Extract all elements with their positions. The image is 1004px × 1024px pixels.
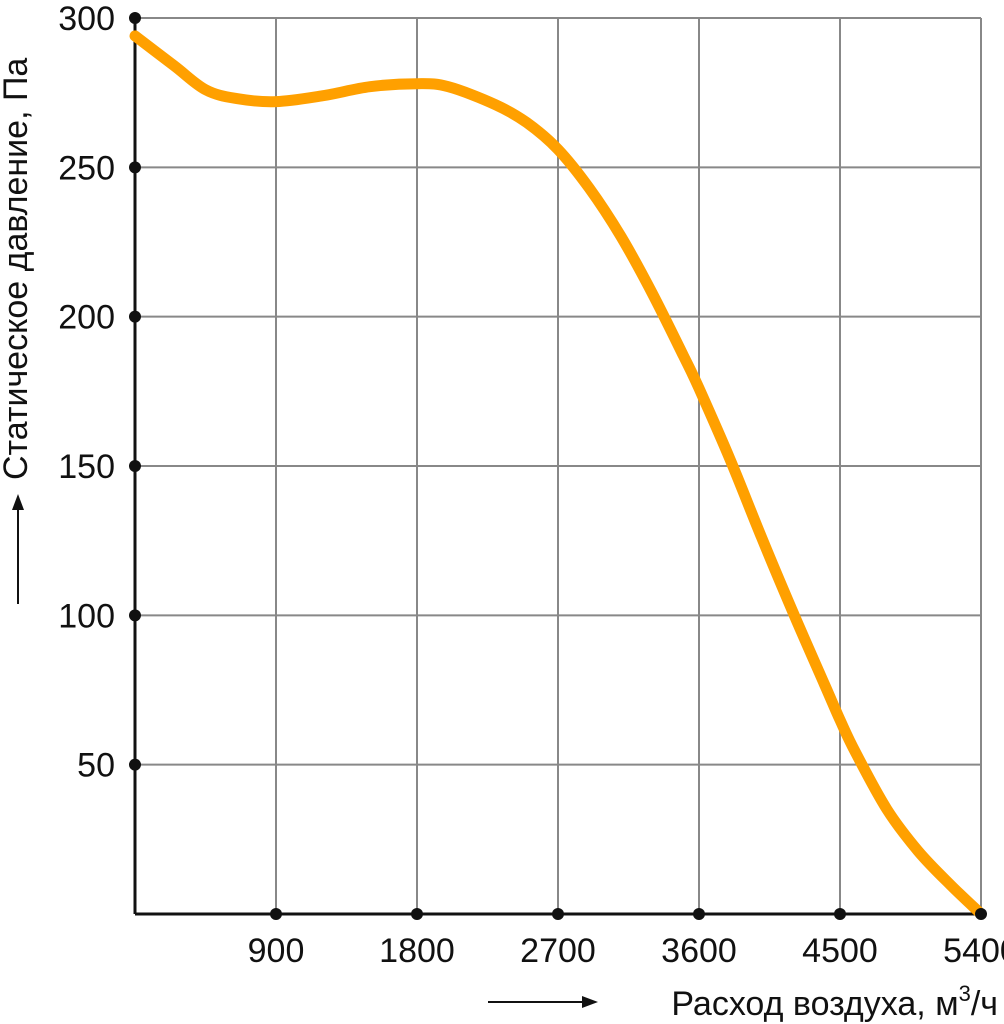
x-tick-dot-4: [834, 908, 846, 920]
curve-layer: [129, 30, 987, 920]
y-tick-dot-0: [129, 758, 141, 771]
x-axis-label-tail: /ч: [971, 985, 998, 1023]
y-axis-arrowhead: [12, 494, 24, 510]
x-tick-label-0: 900: [248, 932, 305, 970]
y-axis-label: Статическое давление, Па: [0, 58, 35, 480]
y-tick-dot-5: [129, 12, 141, 24]
y-tick-label-2: 150: [58, 448, 115, 486]
grid: [135, 17, 982, 914]
y-tick-dot-3: [129, 310, 141, 323]
x-axis-arrowhead: [582, 996, 598, 1008]
x-tick-dot-5: [975, 908, 987, 920]
x-axis-label-main: Расход воздуха, м: [671, 985, 958, 1023]
x-tick-label-5: 5400: [943, 932, 1004, 970]
y-tick-label-5: 300: [58, 0, 115, 38]
y-tick-dot-1: [129, 609, 141, 622]
x-tick-label-1: 1800: [379, 932, 455, 970]
y-tick-dot-2: [129, 460, 141, 472]
x-tick-dot-3: [693, 908, 705, 920]
series-line: [129, 30, 987, 920]
x-tick-label-2: 2700: [520, 932, 596, 970]
x-tick-label-3: 3600: [661, 932, 737, 970]
y-tick-label-0: 50: [77, 747, 115, 785]
x-tick-dot-0: [270, 908, 282, 920]
labels: Статическое давление, Па Расход воздуха,…: [0, 58, 998, 1023]
ticks: 900 1800 2700 3600 4500 5400 50 100 150 200 250 300: [58, 0, 1004, 970]
y-tick-label-3: 200: [58, 299, 115, 337]
x-tick-dot-2: [552, 908, 564, 920]
x-axis-label: Расход воздуха, м3/ч: [671, 981, 998, 1023]
y-tick-label-4: 250: [58, 149, 115, 187]
x-tick-dot-1: [411, 908, 423, 920]
y-tick-label-1: 100: [58, 597, 115, 635]
x-axis-label-sup: 3: [959, 981, 971, 1006]
x-tick-label-4: 4500: [802, 932, 878, 970]
y-tick-dot-4: [129, 161, 141, 174]
